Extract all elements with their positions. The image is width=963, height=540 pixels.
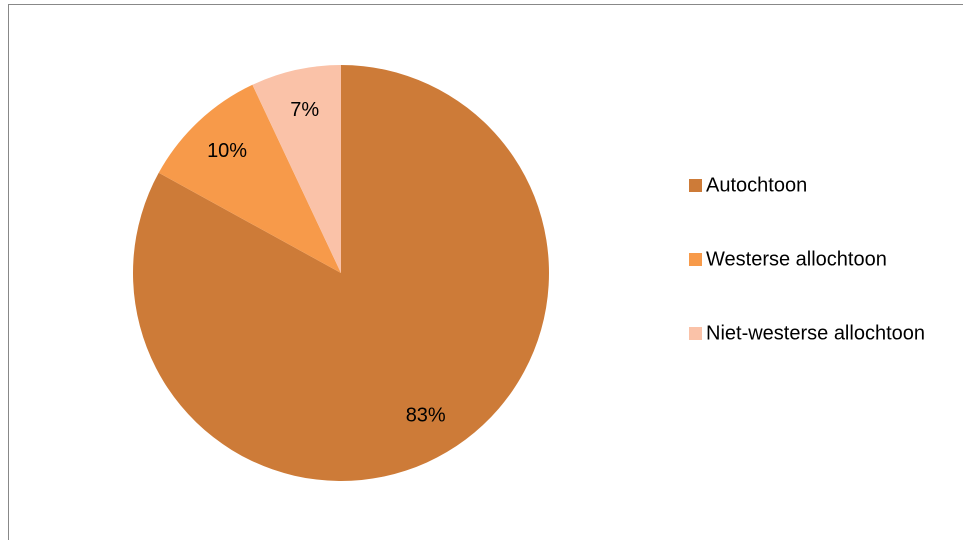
pie-slice [158,84,341,273]
legend-label: Westerse allochtoon [706,248,887,270]
data-label: 10% [207,140,247,162]
legend-swatch [689,253,702,266]
pie-slice [252,65,341,273]
legend-swatch [689,179,702,192]
legend-swatch [689,327,702,340]
legend-label: Autochtoon [706,174,807,196]
data-label: 7% [290,99,319,121]
chart-frame [8,4,963,540]
legend-label: Niet-westerse allochtoon [706,322,925,344]
data-label: 83% [406,405,446,427]
